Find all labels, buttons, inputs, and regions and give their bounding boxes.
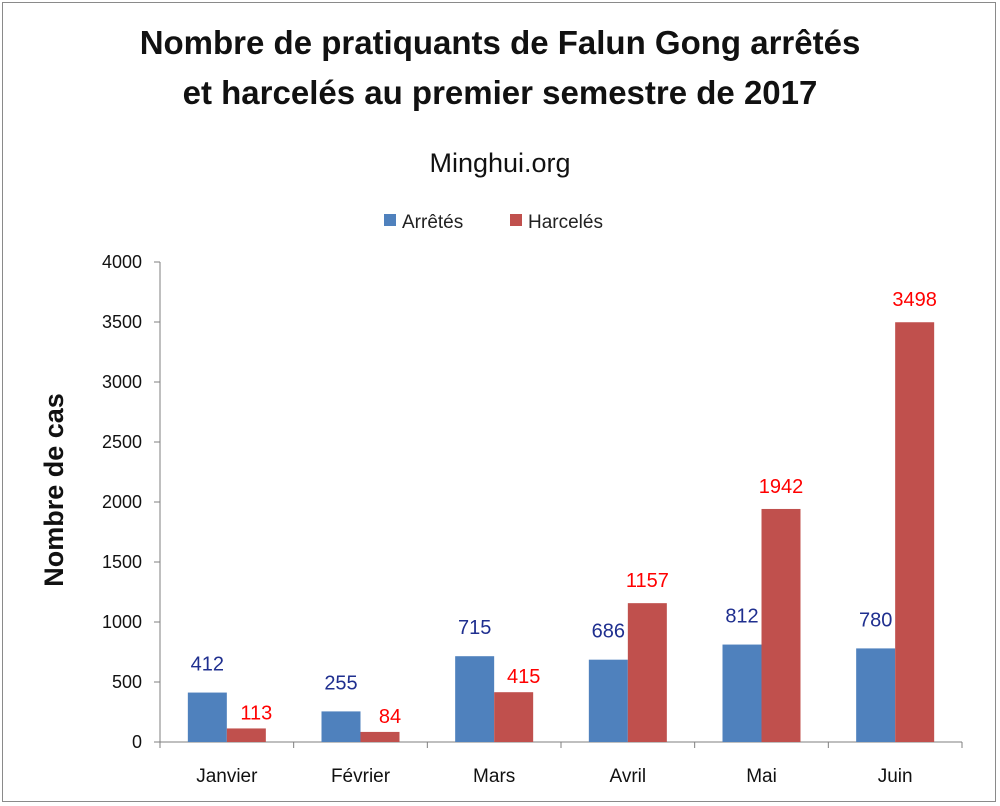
bars <box>187 322 935 742</box>
data-label-harceles: 113 <box>240 702 272 724</box>
chart-title-line-1: Nombre de pratiquants de Falun Gong arrê… <box>140 24 861 61</box>
y-tick-label: 2000 <box>102 492 142 512</box>
bar-arretes <box>455 656 495 742</box>
y-tick-label: 1000 <box>102 612 142 632</box>
bar-arretes <box>321 711 361 742</box>
data-label-arretes: 255 <box>324 672 357 694</box>
y-tick-label: 1500 <box>102 552 142 572</box>
bar-harceles <box>627 603 667 742</box>
legend-label-harceles: Harcelés <box>528 212 603 233</box>
legend-swatch-arretes <box>384 214 396 226</box>
y-tick-label: 3500 <box>102 312 142 332</box>
y-axis-label: Nombre de cas <box>39 393 69 587</box>
legend-swatch-harceles <box>510 214 522 226</box>
bar-harceles <box>360 731 400 742</box>
bar-arretes <box>722 644 762 742</box>
x-tick-label: Avril <box>610 766 647 787</box>
bar-harceles <box>226 728 266 742</box>
x-tick-label: Février <box>331 766 391 787</box>
y-tick-label: 500 <box>112 672 142 692</box>
data-label-harceles: 84 <box>379 706 401 728</box>
x-tick-label: Janvier <box>196 766 258 787</box>
bar-arretes <box>856 648 896 742</box>
x-tick-label: Mars <box>473 766 515 787</box>
data-labels: 412 113 255 84 715 415 686 1157 812 1942 780 3498 <box>191 289 937 728</box>
y-tick-label: 0 <box>132 732 142 752</box>
data-label-arretes: 412 <box>191 654 224 676</box>
data-label-arretes: 780 <box>859 609 892 631</box>
bar-arretes <box>187 692 227 742</box>
data-label-arretes: 686 <box>592 621 625 643</box>
data-label-harceles: 1157 <box>626 570 669 592</box>
y-tick-label: 3000 <box>102 372 142 392</box>
x-axis: Janvier Février Mars Avril Mai Juin <box>159 741 963 787</box>
bar-harceles <box>494 692 534 742</box>
bar-harceles <box>761 508 801 742</box>
bar-harceles <box>895 322 935 742</box>
legend-label-arretes: Arrêtés <box>402 212 463 233</box>
bar-arretes <box>588 659 628 742</box>
y-tick-label: 2500 <box>102 432 142 452</box>
data-label-harceles: 3498 <box>892 289 937 311</box>
data-label-arretes: 715 <box>458 617 491 639</box>
data-label-arretes: 812 <box>725 606 758 628</box>
y-tick-label: 4000 <box>102 252 142 272</box>
data-label-harceles: 415 <box>507 666 540 688</box>
data-label-harceles: 1942 <box>759 476 804 498</box>
chart-subtitle: Minghui.org <box>429 148 570 178</box>
x-tick-label: Juin <box>878 766 913 787</box>
y-axis: 0 500 1000 1500 2000 2500 3000 3500 4000 <box>102 252 161 752</box>
x-tick-label: Mai <box>746 766 777 787</box>
chart-title-line-2: et harcelés au premier semestre de 2017 <box>183 74 818 111</box>
legend: Arrêtés Harcelés <box>384 212 603 233</box>
